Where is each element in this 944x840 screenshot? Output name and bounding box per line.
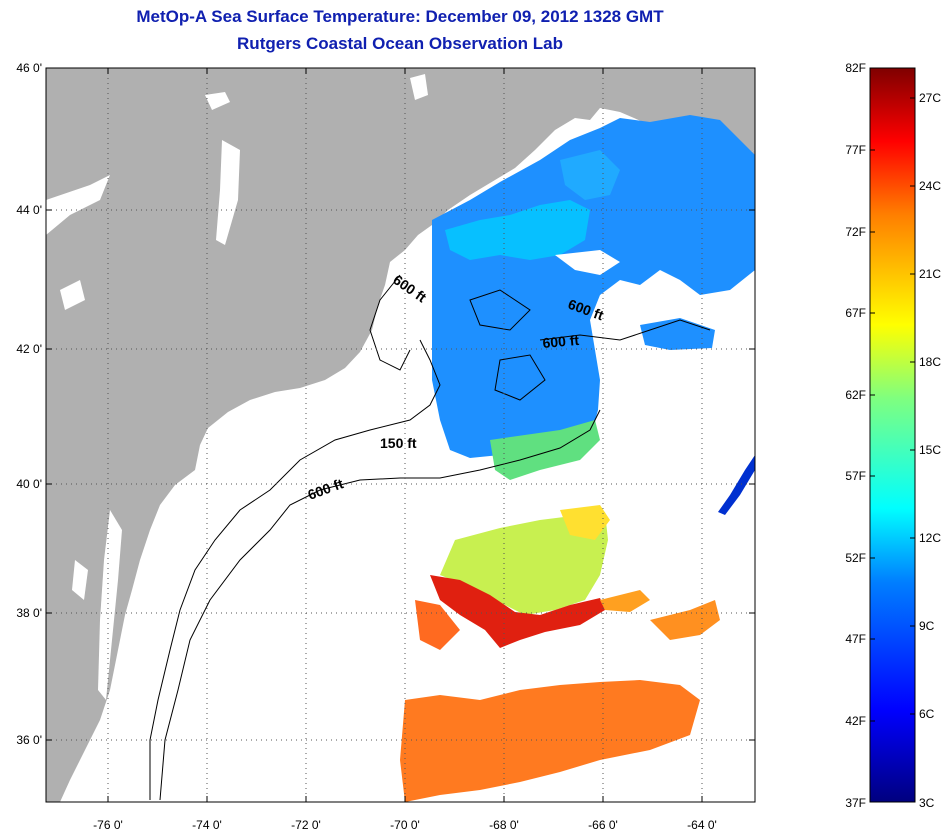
sst-east-patch xyxy=(640,318,715,350)
sst-yellow-region xyxy=(440,512,608,615)
lon-label: -70 0' xyxy=(390,818,420,832)
sst-red-front xyxy=(430,575,605,648)
colorbar-f-label: 82F xyxy=(845,61,866,75)
lat-label: 40 0' xyxy=(16,477,42,491)
contour-600ft-north xyxy=(369,274,411,371)
lake xyxy=(410,74,428,100)
sst-cyan-patches xyxy=(560,150,620,200)
lon-label: -74 0' xyxy=(192,818,222,832)
sst-orange-patches xyxy=(600,590,650,612)
colorbar-f-label: 47F xyxy=(845,632,866,646)
colorbar-f-label: 57F xyxy=(845,469,866,483)
colorbar-c-label: 6C xyxy=(919,707,935,721)
lon-label: -76 0' xyxy=(93,818,123,832)
colorbar-f-label: 72F xyxy=(845,225,866,239)
contour-label: 600 ft xyxy=(542,332,580,351)
colorbar-c-label: 18C xyxy=(919,355,942,369)
colorbar-c-label: 3C xyxy=(919,796,935,810)
colorbar-c-label: 24C xyxy=(919,179,942,193)
colorbar-f-label: 67F xyxy=(845,306,866,320)
contour-600ft-east xyxy=(539,319,711,341)
colorbar-f-label: 37F xyxy=(845,796,866,810)
lon-label: -68 0' xyxy=(489,818,519,832)
sst-east-cold-streak xyxy=(718,455,755,515)
colorbar-f-label: 77F xyxy=(845,143,866,157)
lon-label: -64 0' xyxy=(687,818,717,832)
contour-basin xyxy=(469,289,531,331)
sst-orange-region xyxy=(400,680,700,802)
lake xyxy=(216,140,240,245)
lon-label: -72 0' xyxy=(291,818,321,832)
colorbar-c-label: 27C xyxy=(919,91,942,105)
sst-cloud-gap xyxy=(555,250,620,275)
lat-label: 46 0' xyxy=(16,61,42,75)
map-subtitle: Rutgers Coastal Ocean Observation Lab xyxy=(237,34,563,53)
colorbar-c-label: 15C xyxy=(919,443,942,457)
sst-cyan-patches xyxy=(445,200,590,260)
lon-label: -66 0' xyxy=(588,818,618,832)
sst-green-patch xyxy=(490,420,600,480)
colorbar-f-label: 62F xyxy=(845,388,866,402)
sst-yellow-patches xyxy=(560,505,610,540)
contour-150ft xyxy=(149,339,441,800)
colorbar-f-label: 42F xyxy=(845,714,866,728)
lake xyxy=(205,92,230,110)
lat-label: 42 0' xyxy=(16,342,42,356)
land-mainland xyxy=(46,68,755,802)
contour-basin xyxy=(494,354,546,401)
bay xyxy=(98,510,122,700)
colorbar-c-label: 12C xyxy=(919,531,942,545)
lake xyxy=(60,280,85,310)
map-title: MetOp-A Sea Surface Temperature: Decembe… xyxy=(136,7,664,26)
colorbar-c-label: 21C xyxy=(919,267,942,281)
colorbar xyxy=(869,67,916,803)
colorbar-c-label: 9C xyxy=(919,619,935,633)
bay xyxy=(72,560,88,600)
lat-label: 44 0' xyxy=(16,203,42,217)
contour-label: 150 ft xyxy=(380,435,417,451)
contour-600ft xyxy=(159,409,601,801)
map-frame xyxy=(45,67,756,803)
colorbar-f-label: 52F xyxy=(845,551,866,565)
lat-label: 36 0' xyxy=(16,733,42,747)
lat-label: 38 0' xyxy=(16,606,42,620)
sst-cold-region xyxy=(432,115,755,458)
lake xyxy=(46,175,110,235)
sst-orange-patches xyxy=(650,600,720,640)
